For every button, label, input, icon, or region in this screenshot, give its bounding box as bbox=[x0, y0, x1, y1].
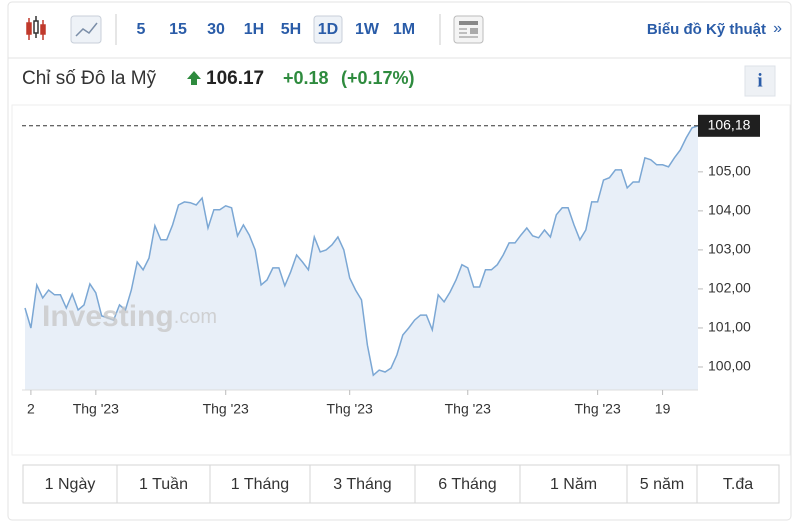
watermark-domain: .com bbox=[174, 306, 217, 328]
range-button[interactable] bbox=[626, 464, 698, 504]
x-tick-label: Thg '23 bbox=[575, 401, 621, 417]
range-label[interactable]: 6 Tháng bbox=[438, 476, 496, 493]
watermark: Investing.com bbox=[42, 300, 217, 333]
range-label[interactable]: 3 Tháng bbox=[333, 476, 391, 493]
last-price-label: 106,18 bbox=[708, 117, 751, 133]
range-button[interactable] bbox=[696, 464, 780, 504]
price: 106.17 bbox=[206, 68, 264, 89]
line-chart-icon[interactable] bbox=[70, 15, 102, 44]
range-button[interactable] bbox=[414, 464, 521, 504]
range-label[interactable]: 1 Năm bbox=[550, 476, 597, 493]
range-button[interactable] bbox=[519, 464, 628, 504]
y-tick-label: 103,00 bbox=[708, 241, 751, 257]
line bbox=[24, 125, 699, 377]
y-tick-label: 102,00 bbox=[708, 280, 751, 296]
y-tick-label: 104,00 bbox=[708, 202, 751, 218]
x-tick-label: 2 bbox=[27, 401, 35, 417]
up-arrow bbox=[187, 71, 201, 85]
x-tick-label: 19 bbox=[655, 401, 671, 417]
x-tick-label: Thg '23 bbox=[327, 401, 373, 417]
interval[interactable]: 1M bbox=[393, 21, 415, 38]
range-button[interactable] bbox=[209, 464, 311, 504]
candlestick-icon[interactable] bbox=[26, 16, 46, 40]
range-label[interactable]: 5 năm bbox=[640, 476, 684, 493]
link-arrow[interactable]: » bbox=[773, 20, 782, 37]
interval[interactable]: 1D bbox=[318, 21, 338, 38]
info-label[interactable]: i bbox=[757, 70, 762, 91]
chart-frame bbox=[11, 104, 791, 456]
interval[interactable]: 1W bbox=[355, 21, 380, 38]
active-interval[interactable] bbox=[313, 15, 343, 44]
last-price-box bbox=[698, 114, 760, 137]
watermark-brand: Investing bbox=[42, 300, 174, 333]
y-tick-label: 101,00 bbox=[708, 319, 751, 335]
y-tick-label: 105,00 bbox=[708, 163, 751, 179]
change: +0.18 bbox=[283, 68, 329, 88]
interval[interactable]: 30 bbox=[207, 21, 225, 38]
range-button[interactable] bbox=[309, 464, 416, 504]
news-icon[interactable] bbox=[453, 15, 484, 44]
range-label[interactable]: T.đa bbox=[723, 476, 753, 493]
range-label[interactable]: 1 Tuần bbox=[139, 476, 188, 493]
interval[interactable]: 5 bbox=[137, 21, 146, 38]
range-label[interactable]: 1 Tháng bbox=[231, 476, 289, 493]
range-label[interactable]: 1 Ngày bbox=[45, 476, 96, 493]
instrument-name: Chỉ số Đô la Mỹ bbox=[22, 68, 157, 89]
technical-link[interactable]: Biểu đồ Kỹ thuật bbox=[647, 21, 766, 38]
interval[interactable]: 5H bbox=[281, 21, 301, 38]
interval[interactable]: 1H bbox=[244, 21, 264, 38]
range-button[interactable] bbox=[22, 464, 118, 504]
range-button[interactable] bbox=[116, 464, 211, 504]
x-tick-label: Thg '23 bbox=[203, 401, 249, 417]
y-tick-label: 100,00 bbox=[708, 358, 751, 374]
x-tick-label: Thg '23 bbox=[73, 401, 119, 417]
area bbox=[25, 125, 698, 391]
change-pct: (+0.17%) bbox=[341, 68, 415, 88]
x-tick-label: Thg '23 bbox=[445, 401, 491, 417]
interval[interactable]: 15 bbox=[169, 21, 187, 38]
info-button[interactable] bbox=[744, 65, 776, 97]
